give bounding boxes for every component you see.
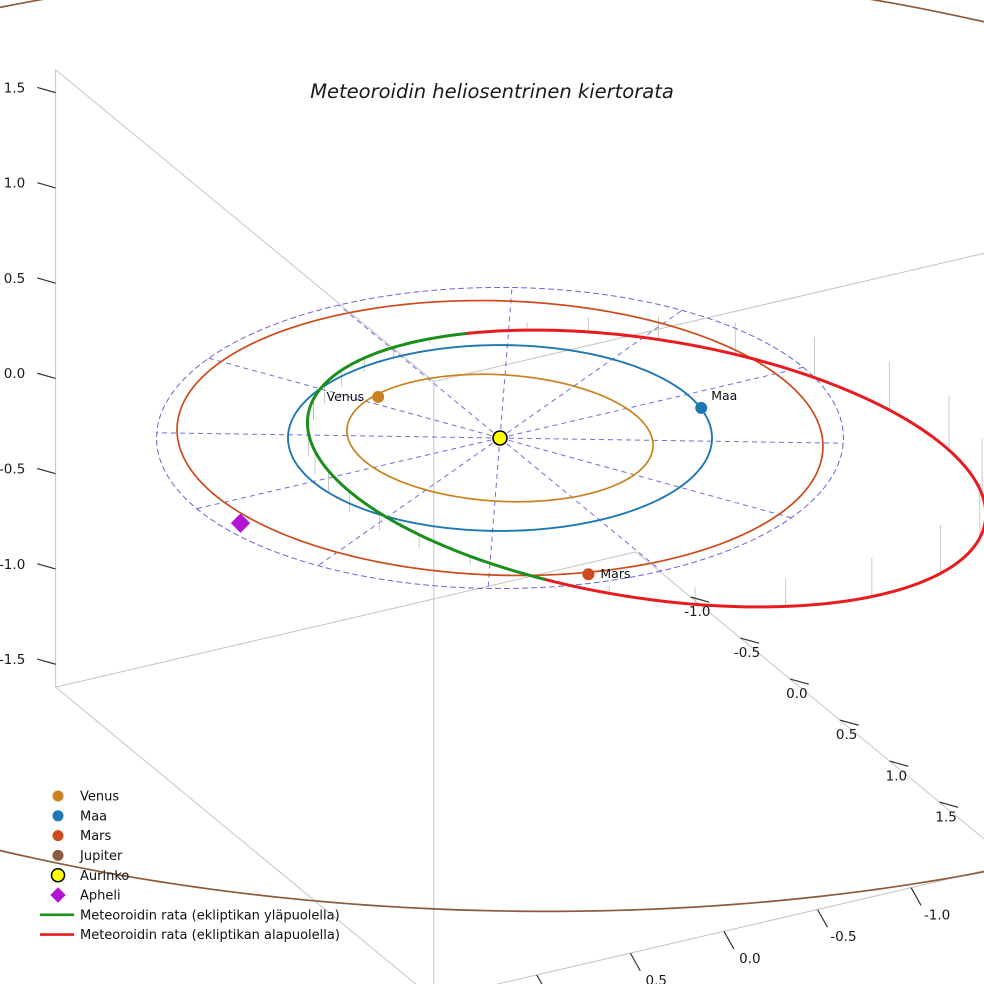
ecliptic-spoke-2 <box>317 437 501 567</box>
legend-label-jupiter: Jupiter <box>79 849 123 864</box>
ecliptic-spoke-1 <box>487 437 501 589</box>
z-tick-label-6: -1.5 <box>0 652 25 668</box>
legend-label-aurinko: Aurinko <box>80 869 129 884</box>
z-tick-2 <box>37 277 56 284</box>
z-tick-6 <box>37 658 56 665</box>
z-tick-5 <box>37 563 56 570</box>
legend-marker-aurinko <box>50 867 66 883</box>
legend-label-venus: Venus <box>80 790 119 805</box>
legend-line-label-0: Meteoroidin rata (ekliptikan yläpuolella… <box>80 908 340 923</box>
marker-apheli <box>230 513 251 533</box>
ecliptic-spoke-0 <box>499 437 662 572</box>
ecliptic-spoke-10 <box>499 437 844 444</box>
ecliptic-spoke-8 <box>499 309 683 439</box>
box-edge-0 <box>55 686 417 984</box>
z-tick-1 <box>37 182 56 189</box>
body-label-mars: Mars <box>600 566 630 581</box>
x-tick-2 <box>789 678 810 685</box>
legend-marker-mars <box>52 830 64 842</box>
z-tick-label-4: -0.5 <box>0 462 25 478</box>
legend-label-apheli: Apheli <box>80 889 121 904</box>
legend-marker-venus <box>52 790 64 802</box>
x-tick-label-0: -1.0 <box>684 604 710 620</box>
x-tick-3 <box>839 719 859 726</box>
meteoroid-orbit-above-ecliptic <box>311 331 470 401</box>
legend-label-mars: Mars <box>80 829 112 844</box>
z-tick-label-5: -1.0 <box>0 557 25 573</box>
y-tick-2 <box>723 931 735 950</box>
z-tick-label-0: 1.5 <box>4 80 25 96</box>
venus-orbit-path <box>346 373 654 503</box>
x-tick-1 <box>740 637 760 644</box>
marker-maa <box>695 401 708 414</box>
box-edge-8 <box>433 252 984 383</box>
y-tick-label-1: -0.5 <box>830 929 856 945</box>
y-tick-label-0: -1.0 <box>924 907 950 923</box>
ecliptic-spoke-7 <box>499 287 513 439</box>
body-markers-group <box>230 390 708 581</box>
x-tick-label-1: -0.5 <box>734 645 760 661</box>
marker-mars <box>582 568 595 581</box>
meteoroid-orbit-above-ecliptic <box>305 397 546 581</box>
y-tick-1 <box>817 909 829 928</box>
legend-line-label-1: Meteoroidin rata (ekliptikan alapuolella… <box>80 928 340 943</box>
mars-orbit-path <box>176 299 824 577</box>
box-edge-7 <box>55 69 435 382</box>
legend-label-maa: Maa <box>80 809 107 824</box>
ecliptic-spoke-3 <box>196 437 501 510</box>
y-tick-3 <box>629 952 641 972</box>
legend-marker-jupiter <box>52 849 64 861</box>
z-tick-4 <box>37 467 56 475</box>
axes-panes <box>55 69 984 984</box>
x-tick-0 <box>690 596 710 603</box>
pane-floor <box>55 551 984 984</box>
ecliptic-spoke-6 <box>338 304 501 439</box>
legend-marker-maa <box>52 810 64 822</box>
legend-group: Venus Maa Mars Jupiter Aurinko Apheli Meteoroi… <box>40 790 340 943</box>
z-tick-3 <box>37 372 56 380</box>
meteoroid-orbit-below-ecliptic <box>466 328 984 609</box>
ecliptic-spoke-4 <box>156 432 501 439</box>
meteoroid-orbit-group <box>305 328 984 609</box>
z-tick-label-3: 0.0 <box>4 366 25 382</box>
y-tick-0 <box>910 887 922 906</box>
x-tick-5 <box>939 801 959 808</box>
page-title: Meteoroidin heliosentrinen kiertorata <box>310 80 674 103</box>
z-tick-label-1: 1.0 <box>4 176 25 192</box>
body-label-maa: Maa <box>711 388 737 403</box>
z-tick-label-2: 0.5 <box>4 271 25 287</box>
y-tick-label-3: 0.5 <box>646 973 667 984</box>
marker-sun <box>492 430 508 446</box>
ecliptic-spoke-9 <box>499 366 804 439</box>
x-tick-label-3: 0.5 <box>836 727 857 743</box>
x-tick-4 <box>889 760 909 767</box>
legend-marker-apheli <box>50 887 66 903</box>
marker-venus <box>372 390 385 403</box>
x-tick-label-5: 1.5 <box>935 809 956 825</box>
axis-ticks-group: VenusMaaMars-1.0-0.50.00.51.01.52.0-1.0-… <box>0 80 959 984</box>
x-tick-label-4: 1.0 <box>886 768 907 784</box>
y-tick-label-2: 0.0 <box>739 951 760 967</box>
body-label-venus: Venus <box>327 389 365 404</box>
z-tick-0 <box>37 86 56 94</box>
x-tick-label-2: 0.0 <box>786 686 807 702</box>
